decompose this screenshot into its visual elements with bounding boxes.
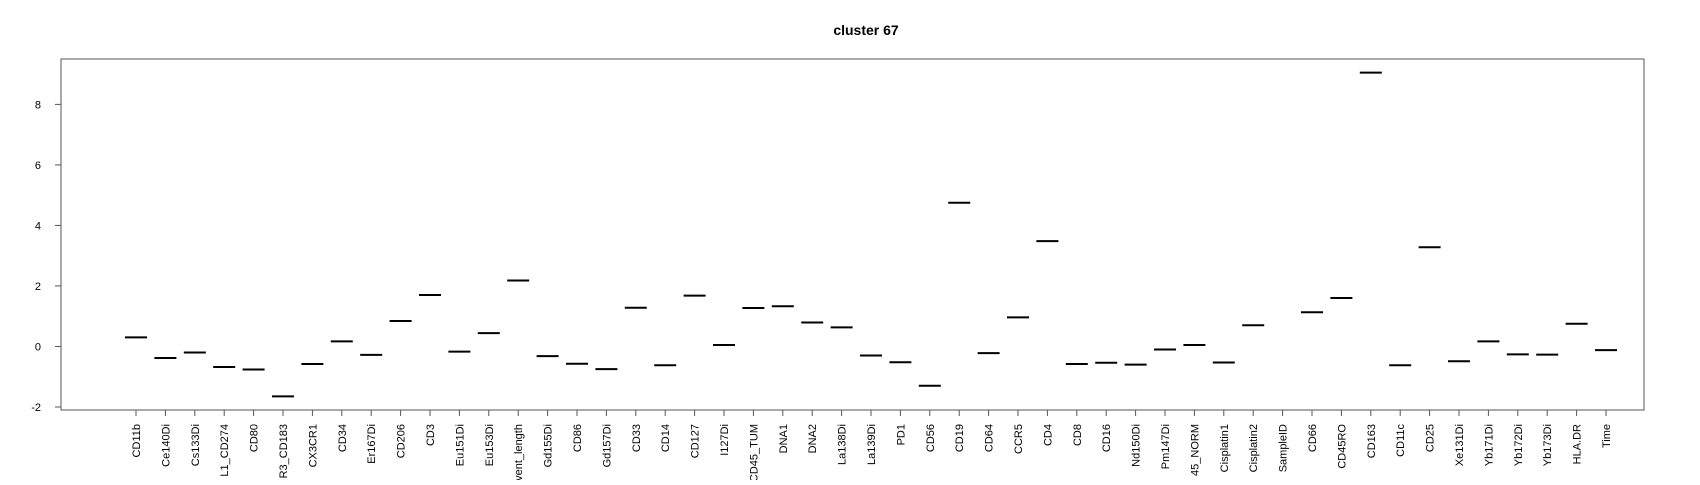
x-tick-label: La138Di bbox=[837, 424, 849, 465]
x-tick-label: 45_NORM bbox=[1189, 424, 1201, 476]
plot-frame bbox=[60, 58, 1645, 411]
x-tick-label: Er167Di bbox=[366, 424, 378, 464]
x-tick-label: Gd155Di bbox=[543, 424, 555, 467]
y-tick-label: 8 bbox=[35, 99, 41, 111]
x-tick-label: Xe131Di bbox=[1454, 424, 1466, 466]
x-tick-label: CD163 bbox=[1366, 424, 1378, 458]
x-tick-label: Pm147Di bbox=[1160, 424, 1172, 469]
x-tick-label: SampleID bbox=[1278, 424, 1290, 472]
x-tick-label: CD25 bbox=[1425, 424, 1437, 452]
x-tick-label: CD3 bbox=[425, 424, 437, 446]
x-tick-label: Ce140Di bbox=[160, 424, 172, 467]
y-tick-label: 0 bbox=[35, 341, 41, 353]
x-axis: CD11b Ce140Di Cs133Di L1_CD274 CD80 R3_CD183 C… bbox=[131, 409, 1613, 482]
x-tick-label: CD4 bbox=[1042, 424, 1054, 446]
x-tick-label: CD86 bbox=[572, 424, 584, 452]
x-tick-label: I127Di bbox=[719, 424, 731, 456]
x-tick-label: CD206 bbox=[396, 424, 408, 458]
x-tick-label: CD14 bbox=[660, 424, 672, 452]
x-tick-label: CX3CR1 bbox=[307, 424, 319, 467]
y-tick-label: 4 bbox=[35, 220, 41, 232]
x-tick-label: HLA.DR bbox=[1572, 424, 1584, 464]
x-tick-label: CD8 bbox=[1072, 424, 1084, 446]
x-tick-label: CD64 bbox=[984, 424, 996, 452]
x-tick-label: CD11c bbox=[1395, 424, 1407, 457]
x-tick-label: Yb171Di bbox=[1483, 424, 1495, 466]
x-tick-label: La139Di bbox=[866, 424, 878, 465]
y-tick-label: 2 bbox=[35, 281, 41, 293]
x-tick-label: R3_CD183 bbox=[278, 424, 290, 478]
x-tick-label: PD1 bbox=[895, 424, 907, 445]
x-tick-label: L1_CD274 bbox=[219, 424, 231, 477]
x-tick-label: CD80 bbox=[249, 424, 261, 452]
y-tick-label: -2 bbox=[31, 402, 41, 414]
x-tick-label: CD16 bbox=[1101, 424, 1113, 452]
x-tick-label: CCR5 bbox=[1013, 424, 1025, 454]
x-tick-label: Eu151Di bbox=[454, 424, 466, 466]
x-tick-label: CD11b bbox=[131, 424, 143, 457]
marks bbox=[125, 71, 1617, 398]
x-tick-label: CD66 bbox=[1307, 424, 1319, 452]
x-tick-label: Cs133Di bbox=[190, 424, 202, 466]
x-tick-label: Yb173Di bbox=[1542, 424, 1554, 466]
y-tick-label: 6 bbox=[35, 160, 41, 172]
x-tick-label: DNA1 bbox=[778, 424, 790, 453]
x-tick-label: Yb172Di bbox=[1513, 424, 1525, 466]
chart-title: cluster 67 bbox=[833, 22, 899, 38]
x-tick-label: Cisplatin1 bbox=[1219, 424, 1231, 472]
x-tick-label: Time bbox=[1601, 424, 1613, 448]
x-tick-label: CD45_TUM bbox=[748, 424, 760, 480]
x-tick-label: vent_length bbox=[513, 424, 525, 480]
x-tick-label: CD45RO bbox=[1336, 424, 1348, 469]
x-tick-label: Eu153Di bbox=[484, 424, 496, 466]
y-axis: -2 0 2 4 6 8 bbox=[31, 99, 61, 414]
x-tick-label: CD33 bbox=[631, 424, 643, 452]
x-tick-label: Gd157Di bbox=[601, 424, 613, 467]
x-tick-label: Cisplatin2 bbox=[1248, 424, 1260, 472]
x-tick-label: CD56 bbox=[925, 424, 937, 452]
x-tick-label: CD127 bbox=[690, 424, 702, 458]
x-tick-label: Nd150Di bbox=[1131, 424, 1143, 467]
x-tick-label: CD19 bbox=[954, 424, 966, 452]
x-tick-label: DNA2 bbox=[807, 424, 819, 453]
x-tick-label: CD34 bbox=[337, 424, 349, 452]
